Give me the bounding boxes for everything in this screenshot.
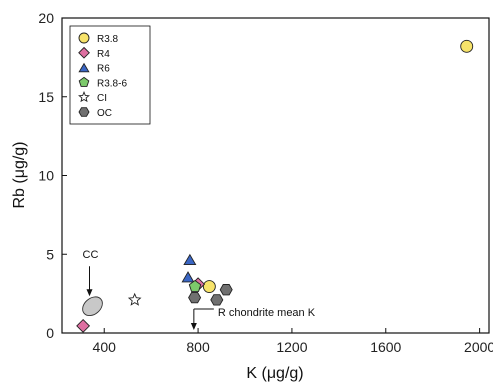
legend-marker-r6 bbox=[78, 62, 90, 73]
data-points bbox=[76, 39, 474, 333]
point-r3-8-6 bbox=[188, 279, 202, 292]
point-ci bbox=[127, 292, 142, 306]
point-r4 bbox=[76, 318, 91, 333]
annotation-cc-label: CC bbox=[83, 249, 99, 261]
legend-marker-r3-8-6 bbox=[78, 76, 90, 87]
x-tick-label: 1200 bbox=[276, 339, 307, 355]
annotation-cc-arrowhead bbox=[86, 289, 93, 297]
cc-field bbox=[82, 296, 103, 317]
legend-marker-ci bbox=[78, 91, 90, 103]
legend: R3.8 R4 R6 R3.8-6 CI OC bbox=[69, 25, 151, 125]
legend-marker-r3-8 bbox=[78, 32, 90, 44]
legend-label: R6 bbox=[97, 64, 110, 75]
annotation-mean-k-arrowhead bbox=[190, 323, 197, 330]
legend-label: R3.8 bbox=[97, 34, 119, 45]
y-tick-label: 0 bbox=[46, 325, 54, 341]
x-tick-label: 800 bbox=[186, 339, 210, 355]
annotations: CC R chondrite mean K bbox=[83, 249, 316, 330]
axis-ticks: 400 800 1200 1600 2000 0 5 10 15 20 bbox=[38, 10, 493, 355]
y-tick-label: 20 bbox=[38, 10, 54, 26]
legend-marker-oc bbox=[78, 107, 90, 117]
legend-label: R3.8-6 bbox=[97, 78, 127, 89]
point-oc bbox=[219, 284, 233, 296]
x-axis-title: K (μg/g) bbox=[246, 365, 303, 382]
point-oc bbox=[188, 291, 202, 304]
cc-field-shape bbox=[82, 296, 103, 317]
point-oc bbox=[210, 294, 224, 306]
y-axis-title: Rb (μg/g) bbox=[11, 141, 28, 208]
point-r6 bbox=[181, 271, 195, 283]
y-tick-label: 15 bbox=[38, 89, 54, 105]
legend-marker-r4 bbox=[78, 46, 90, 59]
annotation-mean-k-label: R chondrite mean K bbox=[218, 307, 316, 319]
y-tick-label: 10 bbox=[38, 168, 54, 184]
x-tick-label: 2000 bbox=[464, 339, 493, 355]
legend-label: R4 bbox=[97, 49, 110, 60]
point-r6 bbox=[183, 253, 197, 266]
legend-label: CI bbox=[97, 93, 107, 104]
y-tick-label: 5 bbox=[46, 246, 54, 262]
x-tick-label: 400 bbox=[93, 339, 117, 355]
point-r3-8 bbox=[460, 39, 474, 53]
x-tick-label: 1600 bbox=[370, 339, 401, 355]
legend-label: OC bbox=[97, 108, 112, 119]
point-r3-8 bbox=[202, 280, 216, 293]
